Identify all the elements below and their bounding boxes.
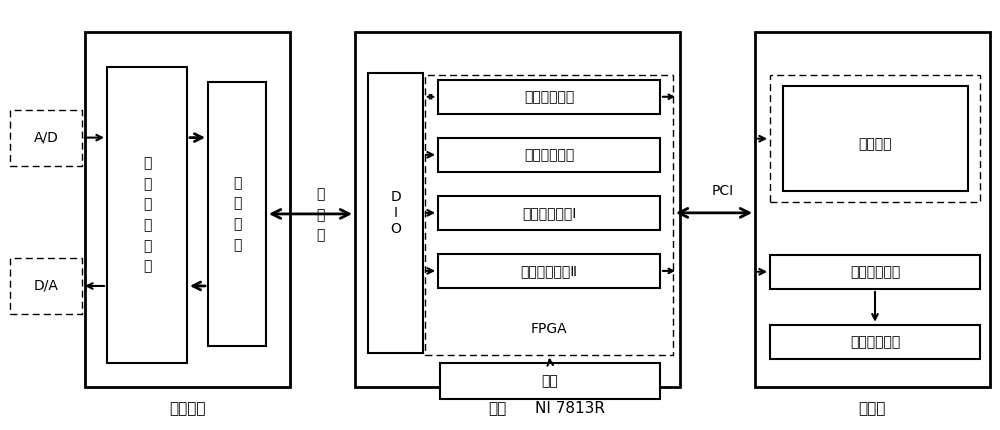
Bar: [368, 73, 423, 353]
Bar: [770, 325, 980, 359]
Text: 时基: 时基: [542, 374, 558, 388]
Bar: [10, 258, 82, 314]
Bar: [355, 32, 680, 387]
Text: A/D: A/D: [34, 131, 58, 144]
Bar: [770, 255, 980, 289]
Text: 信号采集模块: 信号采集模块: [850, 265, 900, 279]
Text: 操作界面: 操作界面: [858, 137, 892, 151]
Bar: [783, 86, 968, 191]
Text: 电
缆
线: 电 缆 线: [316, 187, 324, 243]
Bar: [438, 196, 660, 230]
Bar: [85, 32, 290, 387]
Text: 信号发生单元Ⅱ: 信号发生单元Ⅱ: [520, 264, 578, 278]
Text: D/A: D/A: [34, 279, 58, 293]
Bar: [438, 254, 660, 288]
Text: 磁
耦
隔
离
芯
片: 磁 耦 隔 离 芯 片: [143, 157, 151, 273]
Text: FPGA: FPGA: [531, 322, 567, 336]
Bar: [10, 110, 82, 166]
Text: D
I
O: D I O: [390, 190, 401, 236]
Text: NI 7813R: NI 7813R: [535, 401, 605, 416]
Text: 板卡: 板卡: [488, 401, 506, 416]
Bar: [755, 32, 990, 387]
Bar: [440, 363, 660, 399]
Bar: [208, 82, 266, 346]
Text: 数据处理模块: 数据处理模块: [850, 335, 900, 349]
Text: PCI: PCI: [712, 184, 734, 198]
Text: 信号检测单元: 信号检测单元: [524, 90, 574, 104]
Bar: [438, 80, 660, 114]
Bar: [438, 138, 660, 172]
Bar: [425, 75, 673, 355]
Text: 信号发生单元Ⅰ: 信号发生单元Ⅰ: [522, 206, 576, 220]
Text: 信号求和单元: 信号求和单元: [524, 148, 574, 162]
Text: 计算机: 计算机: [858, 401, 886, 416]
Bar: [770, 75, 980, 202]
Text: 隔离装置: 隔离装置: [170, 401, 206, 416]
Text: 电
缆
接
口: 电 缆 接 口: [233, 176, 241, 252]
Bar: [107, 67, 187, 363]
